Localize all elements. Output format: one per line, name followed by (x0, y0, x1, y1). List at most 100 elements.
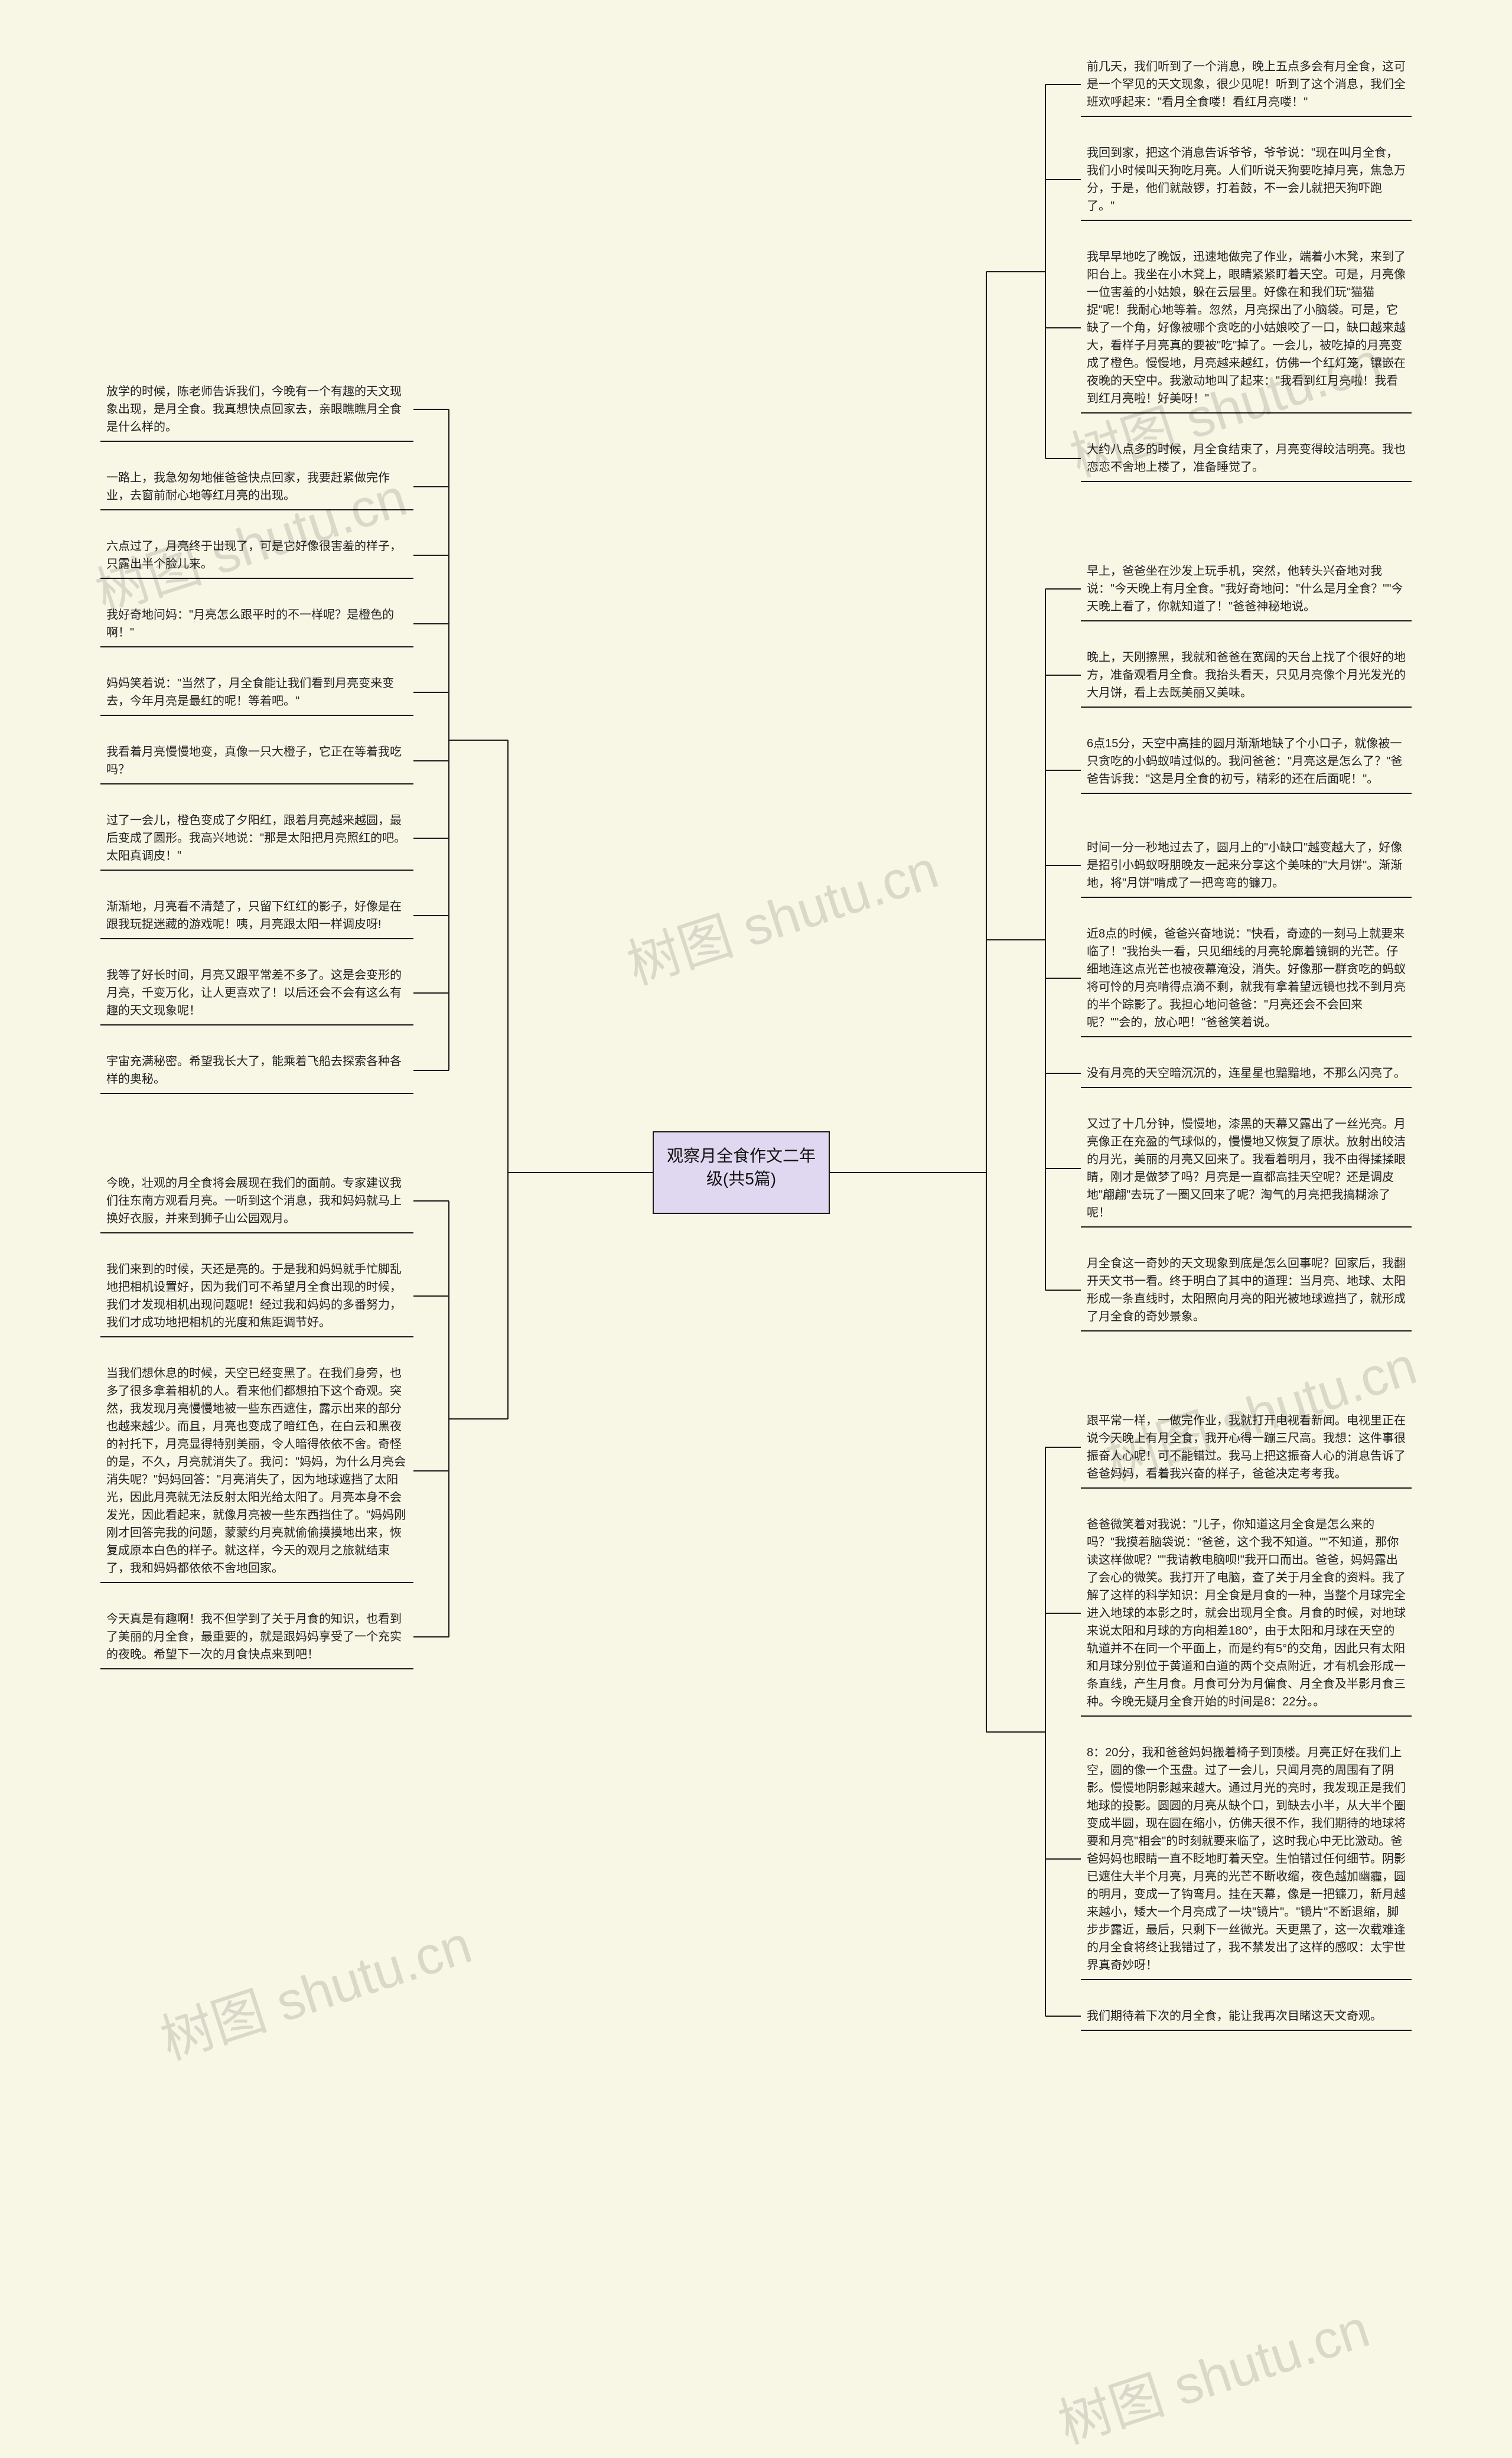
right-leaf-text: 我们期待着下次的月全食，能让我再次目睹这天文奇观。 (1087, 2010, 1382, 2023)
left-leaf-stub (413, 1636, 449, 1637)
watermark-text: 树图 shutu.cn (154, 1915, 478, 2071)
right-leaf: 我们期待着下次的月全食，能让我再次目睹这天文奇观。 (1081, 2003, 1412, 2031)
right-leaf-stub (1045, 1447, 1081, 1448)
left-leaf: 宇宙充满秘密。希望我长大了，能乘着飞船去探索各种各样的奥秘。 (100, 1048, 413, 1094)
right-leaf: 近8点的时候，爸爸兴奋地说："快看，奇迹的一刻马上就要来临了！"我抬头一看，只见… (1081, 920, 1412, 1037)
left-leaf: 渐渐地，月亮看不清楚了，只留下红红的影子，好像是在跟我玩捉迷藏的游戏呢！咦，月亮… (100, 893, 413, 939)
right-leaf-stub (1045, 179, 1081, 180)
right-leaf-stub (1045, 865, 1081, 866)
right-leaf-text: 早上，爸爸坐在沙发上玩手机，突然，他转头兴奋地对我说："今天晚上有月全食。"我好… (1087, 565, 1403, 613)
left-leaf-text: 渐渐地，月亮看不清楚了，只留下红红的影子，好像是在跟我玩捉迷藏的游戏呢！咦，月亮… (106, 900, 402, 931)
right-leaf-text: 月全食这一奇妙的天文现象到底是怎么回事呢？回家后，我翻开天文书一看。终于明白了其… (1087, 1257, 1406, 1323)
left-leaf-text: 我好奇地问妈："月亮怎么跟平时的不一样呢？是橙色的啊！" (106, 608, 394, 639)
right-leaf: 前几天，我们听到了一个消息，晚上五点多会有月全食，这可是一个罕见的天文现象，很少… (1081, 53, 1412, 117)
left-leaf-text: 放学的时候，陈老师告诉我们，今晚有一个有趣的天文现象出现，是月全食。我真想快点回… (106, 385, 402, 434)
left-leaf-text: 我看着月亮慢慢地变，真像一只大橙子，它正在等着我吃吗？ (106, 745, 402, 776)
left-leaf: 当我们想休息的时候，天空已经变黑了。在我们身旁，也多了很多拿着相机的人。看来他们… (100, 1360, 413, 1583)
left-leaf-stub (413, 555, 449, 556)
center-title: 观察月全食作文二年级(共5篇) (667, 1147, 816, 1188)
right-leaf-text: 近8点的时候，爸爸兴奋地说："快看，奇迹的一刻马上就要来临了！"我抬头一看，只见… (1087, 927, 1406, 1029)
right-leaf: 8：20分，我和爸爸妈妈搬着椅子到顶楼。月亮正好在我们上空，圆的像一个玉盘。过了… (1081, 1739, 1412, 1980)
right-leaf: 大约八点多的时候，月全食结束了，月亮变得皎洁明亮。我也恋恋不舍地上楼了，准备睡觉… (1081, 436, 1412, 482)
left-leaf: 放学的时候，陈老师告诉我们，今晚有一个有趣的天文现象出现，是月全食。我真想快点回… (100, 378, 413, 442)
left-leaf-stub (413, 915, 449, 916)
left-leaf-stub (413, 1200, 449, 1202)
left-leaf-text: 今天真是有趣啊！我不但学到了关于月食的知识，也看到了美丽的月全食，最重要的，就是… (106, 1613, 402, 1661)
left-leaf-text: 过了一会儿，橙色变成了夕阳红，跟着月亮越来越圆，最后变成了圆形。我高兴地说："那… (106, 814, 406, 862)
left-leaf: 我们来到的时候，天还是亮的。于是我和妈妈就手忙脚乱地把相机设置好，因为我们可不希… (100, 1256, 413, 1337)
left-leaf-stub (413, 992, 449, 994)
right-leaf: 没有月亮的天空暗沉沉的，连星星也黯黯地，不那么闪亮了。 (1081, 1060, 1412, 1088)
right-leaf-stub (1045, 327, 1081, 328)
right-leaf-stub (1045, 588, 1081, 590)
left-leaf: 过了一会儿，橙色变成了夕阳红，跟着月亮越来越圆，最后变成了圆形。我高兴地说："那… (100, 807, 413, 871)
left-leaf: 六点过了，月亮终于出现了，可是它好像很害羞的样子，只露出半个脸儿来。 (100, 533, 413, 579)
right-leaf-stub (1045, 978, 1081, 979)
left-leaf-stub (413, 409, 449, 410)
right-leaf-stub (1045, 770, 1081, 771)
right-leaf-text: 晚上，天刚擦黑，我就和爸爸在宽阔的天台上找了个很好的地方，准备观看月全食。我抬头… (1087, 651, 1406, 699)
left-leaf: 我等了好长时间，月亮又跟平常差不多了。这是会变形的月亮，千变万化，让人更喜欢了！… (100, 962, 413, 1025)
right-leaf-text: 大约八点多的时候，月全食结束了，月亮变得皎洁明亮。我也恋恋不舍地上楼了，准备睡觉… (1087, 443, 1406, 474)
left-leaf-text: 六点过了，月亮终于出现了，可是它好像很害羞的样子，只露出半个脸儿来。 (106, 540, 402, 571)
left-leaf-stub (413, 760, 449, 761)
left-leaf-stub (413, 692, 449, 693)
left-leaf-stub (413, 1470, 449, 1471)
left-leaf-stub (413, 1070, 449, 1071)
right-leaf: 月全食这一奇妙的天文现象到底是怎么回事呢？回家后，我翻开天文书一看。终于明白了其… (1081, 1250, 1412, 1331)
right-leaf-text: 又过了十几分钟，慢慢地，漆黑的天幕又露出了一丝光亮。月亮像正在充盈的气球似的，慢… (1087, 1118, 1406, 1219)
right-leaf-text: 6点15分，天空中高挂的圆月渐渐地缺了个小口子，就像被一只贪吃的小蚂蚁啃过似的。… (1087, 737, 1402, 786)
right-leaf: 晚上，天刚擦黑，我就和爸爸在宽阔的天台上找了个很好的地方，准备观看月全食。我抬头… (1081, 644, 1412, 708)
right-leaf: 跟平常一样，一做完作业，我就打开电视看新闻。电视里正在说今天晚上有月全食，我开心… (1081, 1407, 1412, 1489)
right-leaf: 我早早地吃了晚饭，迅速地做完了作业，端着小木凳，来到了阳台上。我坐在小木凳上，眼… (1081, 243, 1412, 414)
right-leaf-stub (1045, 458, 1081, 459)
right-trunk-to-center (830, 1172, 986, 1173)
left-leaf: 今晚，壮观的月全食将会展现在我们的面前。专家建议我们往东南方观看月亮。一听到这个… (100, 1170, 413, 1233)
right-leaf-stub (1045, 84, 1081, 85)
right-leaf-text: 前几天，我们听到了一个消息，晚上五点多会有月全食，这可是一个罕见的天文现象，很少… (1087, 60, 1406, 109)
watermark: 树图 shutu.cn (1047, 2286, 1377, 2458)
right-leaf-stub (1045, 1073, 1081, 1074)
right-trunk (986, 272, 987, 1732)
left-leaf-text: 宇宙充满秘密。希望我长大了，能乘着飞船去探索各种各样的奥秘。 (106, 1055, 402, 1086)
left-trunk (507, 740, 509, 1420)
right-leaf: 时间一分一秒地过去了，圆月上的"小缺口"越变越大了，好像是招引小蚂蚁呀朋晚友一起… (1081, 834, 1412, 898)
right-leaf-stub (1045, 2016, 1081, 2017)
right-leaf: 爸爸微笑着对我说："儿子，你知道这月全食是怎么来的吗？"我摸着脑袋说："爸爸，这… (1081, 1511, 1412, 1717)
right-leaf-stub (1045, 1858, 1081, 1860)
right-leaf-text: 没有月亮的天空暗沉沉的，连星星也黯黯地，不那么闪亮了。 (1087, 1067, 1406, 1080)
right-leaf-stub (1045, 675, 1081, 676)
watermark: 树图 shutu.cn (616, 826, 946, 999)
left-leaf-text: 妈妈笑着说："当然了，月全食能让我们看到月亮变来变去，今年月亮是最红的呢！等着吧… (106, 677, 394, 708)
left-leaf: 妈妈笑着说："当然了，月全食能让我们看到月亮变来变去，今年月亮是最红的呢！等着吧… (100, 670, 413, 716)
left-leaf-text: 一路上，我急匆匆地催爸爸快点回家，我要赶紧做完作业，去窗前耐心地等红月亮的出现。 (106, 471, 390, 502)
right-group-to-trunk (986, 1731, 1045, 1733)
watermark-text: 树图 shutu.cn (621, 840, 945, 996)
left-leaf: 今天真是有趣啊！我不但学到了关于月食的知识，也看到了美丽的月全食，最重要的，就是… (100, 1606, 413, 1669)
left-group-to-trunk (449, 1418, 508, 1420)
left-leaf-stub (413, 623, 449, 624)
right-leaf-text: 时间一分一秒地过去了，圆月上的"小缺口"越变越大了，好像是招引小蚂蚁呀朋晚友一起… (1087, 841, 1402, 890)
left-leaf-text: 当我们想休息的时候，天空已经变黑了。在我们身旁，也多了很多拿着相机的人。看来他们… (106, 1367, 406, 1575)
left-leaf: 一路上，我急匆匆地催爸爸快点回家，我要赶紧做完作业，去窗前耐心地等红月亮的出现。 (100, 464, 413, 510)
left-leaf: 我好奇地问妈："月亮怎么跟平时的不一样呢？是橙色的啊！" (100, 601, 413, 647)
left-leaf-stub (413, 838, 449, 839)
left-leaf-stub (413, 486, 449, 487)
right-leaf: 又过了十几分钟，慢慢地，漆黑的天幕又露出了一丝光亮。月亮像正在充盈的气球似的，慢… (1081, 1111, 1412, 1228)
right-leaf-stub (1045, 1613, 1081, 1614)
right-leaf-text: 我早早地吃了晚饭，迅速地做完了作业，端着小木凳，来到了阳台上。我坐在小木凳上，眼… (1087, 250, 1406, 405)
right-leaf-text: 爸爸微笑着对我说："儿子，你知道这月全食是怎么来的吗？"我摸着脑袋说："爸爸，这… (1087, 1518, 1406, 1708)
left-leaf-text: 我等了好长时间，月亮又跟平常差不多了。这是会变形的月亮，千变万化，让人更喜欢了！… (106, 969, 402, 1017)
right-leaf: 早上，爸爸坐在沙发上玩手机，突然，他转头兴奋地对我说："今天晚上有月全食。"我好… (1081, 558, 1412, 621)
right-group-to-trunk (986, 271, 1045, 272)
left-leaf-text: 我们来到的时候，天还是亮的。于是我和妈妈就手忙脚乱地把相机设置好，因为我们可不希… (106, 1263, 402, 1329)
center-node: 观察月全食作文二年级(共5篇) (653, 1131, 830, 1214)
watermark: 树图 shutu.cn (149, 1902, 480, 2074)
right-group-to-trunk (986, 939, 1045, 940)
watermark-text: 树图 shutu.cn (1052, 2299, 1376, 2455)
right-leaf: 我回到家，把这个消息告诉爷爷，爷爷说："现在叫月全食，我们小时候叫天狗吃月亮。人… (1081, 139, 1412, 221)
right-leaf: 6点15分，天空中高挂的圆月渐渐地缺了个小口子，就像被一只贪吃的小蚂蚁啃过似的。… (1081, 730, 1412, 794)
right-leaf-stub (1045, 1290, 1081, 1291)
right-leaf-stub (1045, 1168, 1081, 1169)
left-leaf-stub (413, 1295, 449, 1297)
